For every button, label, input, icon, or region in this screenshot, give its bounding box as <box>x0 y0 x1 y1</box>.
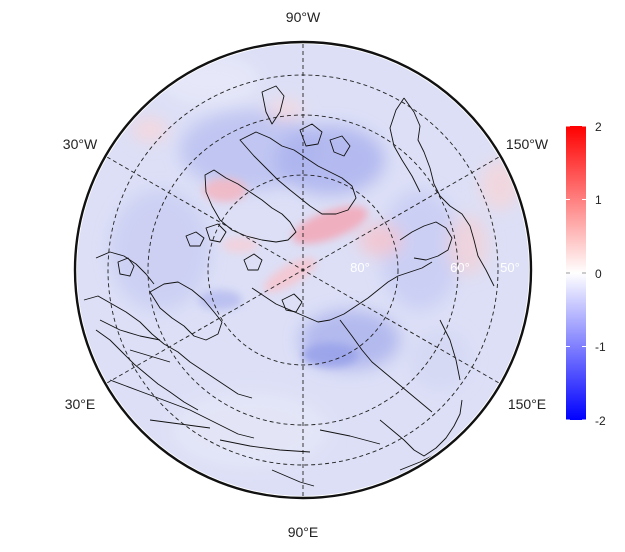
lat-label-60: 60° <box>450 260 470 275</box>
colorbar-label-1: 1 <box>595 193 602 207</box>
coastline-europe <box>83 295 253 399</box>
coastline-scandinavia <box>149 281 223 341</box>
coastline-siberia <box>251 261 433 323</box>
colorbar-label-0: 0 <box>595 267 602 281</box>
lon-label-lower-left: 30°E <box>65 396 96 412</box>
colorbar-label-minus-1: -1 <box>595 340 606 354</box>
lon-label-upper-left: 30°W <box>63 136 98 152</box>
colorbar-gradient <box>566 126 586 420</box>
graticule <box>106 44 500 496</box>
colorbar-label-minus-2: -2 <box>595 414 606 428</box>
colorbar-ticks <box>566 125 586 421</box>
latitude-circle-80 <box>207 174 399 366</box>
colorbar: 2 1 0 -1 -2 <box>566 120 606 428</box>
map-disk <box>77 44 529 496</box>
map-border <box>73 40 533 500</box>
coastline-canadian-archipelago <box>239 131 357 215</box>
coastline-alaska <box>403 97 495 287</box>
coastline-greenland <box>204 169 297 243</box>
lat-label-80: 80° <box>350 260 370 275</box>
colorbar-label-2: 2 <box>595 120 602 134</box>
lon-label-bottom: 90°E <box>288 524 319 540</box>
lon-label-top: 90°W <box>286 9 321 25</box>
coastline-east-asia <box>379 399 463 457</box>
lon-label-lower-right: 150°E <box>508 396 546 412</box>
anomaly-field <box>110 55 520 470</box>
coastlines <box>83 85 495 487</box>
meridian-150-30 <box>106 156 500 384</box>
lat-label-50: 50° <box>500 260 520 275</box>
lon-label-upper-right: 150°W <box>506 136 549 152</box>
